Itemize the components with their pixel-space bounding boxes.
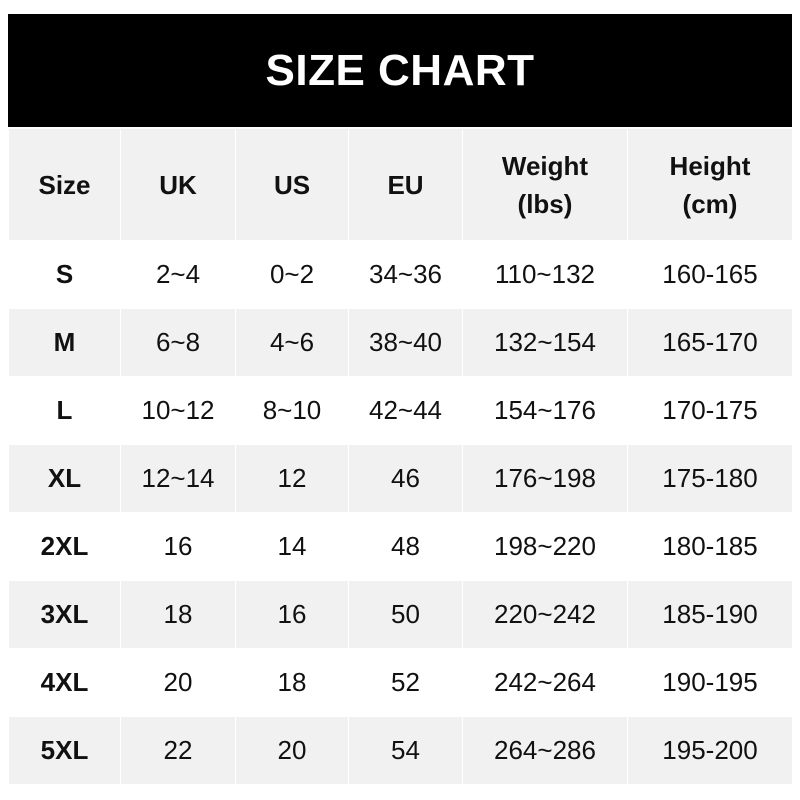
- table-row: S 2~4 0~2 34~36 110~132 160-165: [8, 240, 793, 309]
- table-cell: 180-185: [627, 512, 793, 581]
- chart-title: SIZE CHART: [8, 14, 792, 127]
- table-cell: 198~220: [462, 512, 628, 581]
- column-header: EU: [348, 128, 463, 241]
- table-cell: 22: [120, 716, 236, 785]
- table-cell: 264~286: [462, 716, 628, 785]
- table-cell: 12~14: [120, 444, 236, 513]
- table-cell: 14: [235, 512, 349, 581]
- table-cell: 190-195: [627, 648, 793, 717]
- table-cell: 0~2: [235, 240, 349, 309]
- column-header: Height (cm): [627, 128, 793, 241]
- column-header: US: [235, 128, 349, 241]
- header-row: Size UK US EU Weight (lbs) Height (cm): [8, 128, 793, 241]
- size-label: 5XL: [8, 716, 121, 785]
- size-label: M: [8, 308, 121, 377]
- table-cell: 4~6: [235, 308, 349, 377]
- table-cell: 175-180: [627, 444, 793, 513]
- table-cell: 10~12: [120, 376, 236, 445]
- table-cell: 34~36: [348, 240, 463, 309]
- table-cell: 165-170: [627, 308, 793, 377]
- table-cell: 50: [348, 580, 463, 649]
- table-row: XL 12~14 12 46 176~198 175-180: [8, 444, 793, 513]
- table-cell: 195-200: [627, 716, 793, 785]
- table-cell: 110~132: [462, 240, 628, 309]
- table-cell: 220~242: [462, 580, 628, 649]
- size-label: XL: [8, 444, 121, 513]
- table-cell: 185-190: [627, 580, 793, 649]
- table-cell: 52: [348, 648, 463, 717]
- table-cell: 16: [120, 512, 236, 581]
- table-cell: 54: [348, 716, 463, 785]
- size-label: S: [8, 240, 121, 309]
- table-cell: 46: [348, 444, 463, 513]
- table-cell: 2~4: [120, 240, 236, 309]
- table-cell: 18: [120, 580, 236, 649]
- table-row: 4XL 20 18 52 242~264 190-195: [8, 648, 793, 717]
- size-label: 2XL: [8, 512, 121, 581]
- table-cell: 170-175: [627, 376, 793, 445]
- table-cell: 16: [235, 580, 349, 649]
- table-cell: 6~8: [120, 308, 236, 377]
- column-header: Size: [8, 128, 121, 241]
- table-cell: 38~40: [348, 308, 463, 377]
- size-label: 3XL: [8, 580, 121, 649]
- table-cell: 20: [120, 648, 236, 717]
- size-label: 4XL: [8, 648, 121, 717]
- table-cell: 12: [235, 444, 349, 513]
- table-cell: 42~44: [348, 376, 463, 445]
- table-cell: 154~176: [462, 376, 628, 445]
- table-cell: 160-165: [627, 240, 793, 309]
- column-header: UK: [120, 128, 236, 241]
- size-table: Size UK US EU Weight (lbs) Height (cm) S 2~4 0~…: [8, 128, 793, 785]
- table-cell: 132~154: [462, 308, 628, 377]
- table-cell: 20: [235, 716, 349, 785]
- table-cell: 18: [235, 648, 349, 717]
- table-row: M 6~8 4~6 38~40 132~154 165-170: [8, 308, 793, 377]
- table-cell: 242~264: [462, 648, 628, 717]
- size-label: L: [8, 376, 121, 445]
- column-header: Weight (lbs): [462, 128, 628, 241]
- table-row: L 10~12 8~10 42~44 154~176 170-175: [8, 376, 793, 445]
- table-cell: 48: [348, 512, 463, 581]
- table-row: 2XL 16 14 48 198~220 180-185: [8, 512, 793, 581]
- table-row: 3XL 18 16 50 220~242 185-190: [8, 580, 793, 649]
- table-cell: 8~10: [235, 376, 349, 445]
- table-row: 5XL 22 20 54 264~286 195-200: [8, 716, 793, 785]
- table-cell: 176~198: [462, 444, 628, 513]
